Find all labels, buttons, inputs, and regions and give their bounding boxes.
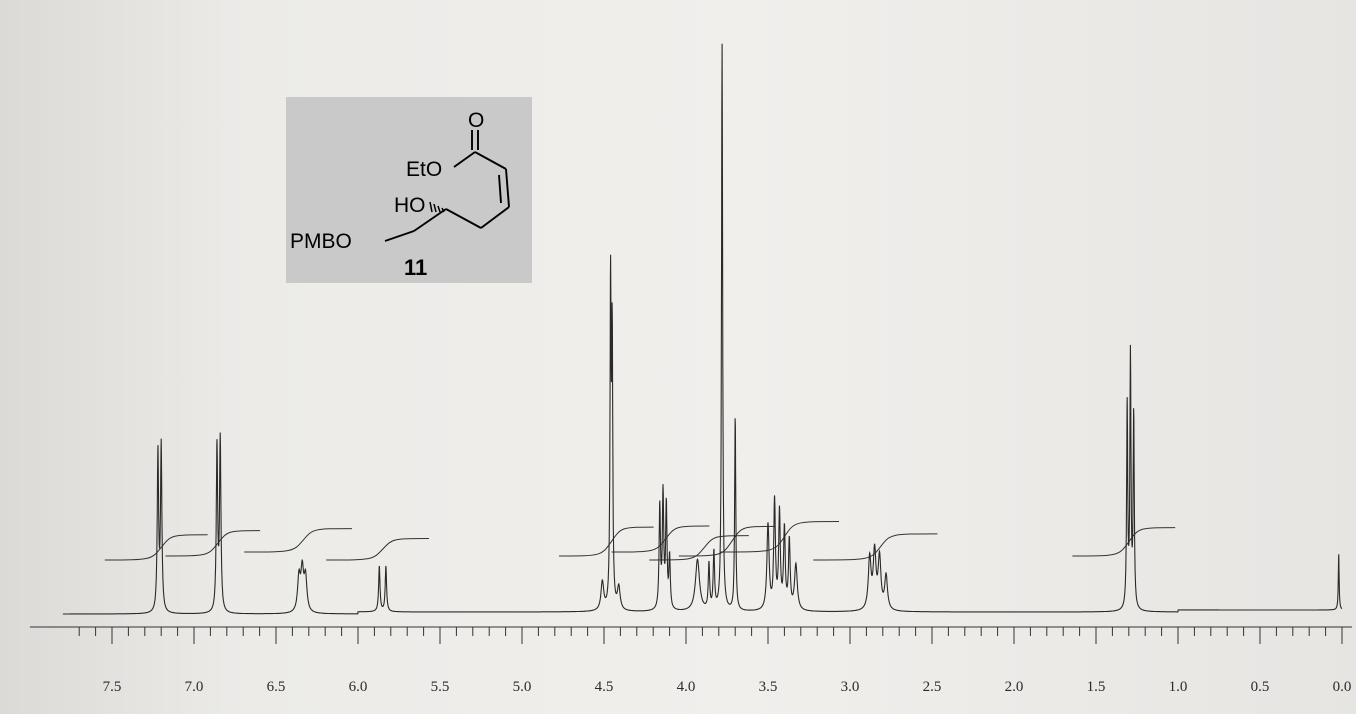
- integral-curve: [244, 528, 352, 553]
- integral-curve: [165, 530, 261, 557]
- tick-label: 5.5: [431, 679, 450, 695]
- tick-label: 3.0: [841, 679, 860, 695]
- tick-label: 0.5: [1251, 679, 1270, 695]
- integral-curve: [649, 535, 749, 561]
- integral-curve: [1072, 527, 1176, 557]
- tick-label: 2.5: [923, 679, 942, 695]
- tick-label: 6.0: [349, 679, 368, 695]
- tick-label: 4.5: [595, 679, 614, 695]
- integral-curve: [104, 534, 208, 561]
- integral-curve: [326, 538, 430, 561]
- tick-label: 4.0: [677, 679, 696, 695]
- integral-curve: [559, 526, 654, 557]
- tick-label: 6.5: [267, 679, 286, 695]
- tick-label: 0.0: [1333, 679, 1352, 695]
- ester-label: EtO: [406, 158, 442, 181]
- integral-curve: [678, 525, 776, 557]
- compound-number-label: 11: [404, 255, 427, 280]
- tick-label: 5.0: [513, 679, 532, 695]
- integral-curve: [813, 533, 938, 561]
- hashed-wedge: [429, 201, 445, 213]
- spectrum-trace: [62, 43, 1343, 615]
- carbonyl-oxygen-label: O: [468, 109, 484, 132]
- pmb-ether-label: PMBO: [290, 230, 352, 253]
- ppm-ticks: [78, 627, 1343, 644]
- hydroxyl-label: HO: [394, 194, 426, 217]
- tick-label: 1.0: [1169, 679, 1188, 695]
- tick-label: 7.0: [185, 679, 204, 695]
- tick-label: 7.5: [103, 679, 122, 695]
- tick-label: 1.5: [1087, 679, 1106, 695]
- molecule-11-structure: O EtO HO PMBO 11: [290, 109, 510, 280]
- ppm-tick-labels: 7.5 7.0 6.5 6.0 5.5 5.0 4.5 4.0 3.5 3.0 2.5 2.0 1.5 1…: [103, 679, 1352, 695]
- integral-curves: [104, 521, 1176, 561]
- tick-label: 3.5: [759, 679, 778, 695]
- structure-bonds: [384, 130, 510, 242]
- tick-label: 2.0: [1005, 679, 1024, 695]
- structure-panel: O EtO HO PMBO 11: [286, 97, 532, 283]
